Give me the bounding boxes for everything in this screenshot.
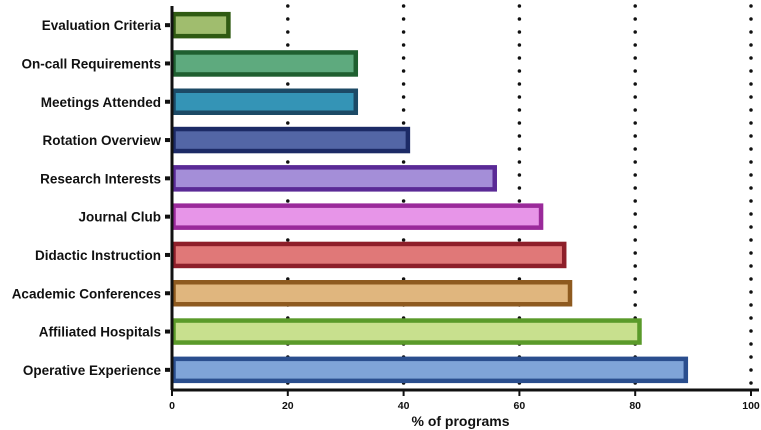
bar-journal-club: [171, 203, 544, 230]
x-tick-label: 40: [398, 400, 410, 412]
bar-rotation-overview: [171, 126, 411, 154]
category-label: Rotation Overview: [42, 133, 161, 148]
y-tick-mark: [165, 99, 170, 104]
bar-evaluation-criteria: [171, 11, 231, 39]
bar-on-call-requirements: [171, 50, 359, 77]
category-label: Journal Club: [78, 210, 161, 225]
y-tick-mark: [165, 329, 170, 334]
bar-didactic-instruction: [171, 241, 567, 269]
y-tick-mark: [165, 23, 170, 28]
x-tick-label: 60: [514, 400, 526, 412]
category-label: On-call Requirements: [21, 56, 161, 71]
x-tick-label: 0: [169, 400, 175, 412]
category-labels: Evaluation Criteria On-call Requirements M…: [12, 18, 170, 378]
y-tick-mark: [165, 252, 170, 257]
x-tick-label: 80: [629, 400, 641, 412]
category-label: Operative Experience: [23, 363, 162, 378]
category-label: Didactic Instruction: [35, 248, 161, 263]
x-axis-ticks: 0 20 40 60 80 100: [169, 390, 760, 412]
bar-operative-experience: [171, 356, 689, 384]
bars-group: [171, 11, 689, 384]
y-tick-mark: [165, 214, 170, 219]
bar-affiliated-hospitals: [171, 318, 642, 345]
category-label: Meetings Attended: [41, 95, 161, 110]
y-tick-mark: [165, 291, 170, 296]
y-tick-mark: [165, 138, 170, 143]
x-axis-title: % of programs: [411, 413, 509, 429]
bar-academic-conferences: [171, 280, 573, 307]
y-tick-mark: [165, 176, 170, 181]
y-tick-mark: [165, 367, 170, 372]
category-label: Research Interests: [40, 171, 161, 186]
category-label: Academic Conferences: [12, 286, 161, 301]
x-tick-label: 100: [742, 400, 760, 412]
x-tick-label: 20: [282, 400, 294, 412]
bar-research-interests: [171, 165, 497, 192]
category-label: Evaluation Criteria: [42, 18, 162, 33]
category-label: Affiliated Hospitals: [39, 325, 161, 340]
y-tick-mark: [165, 61, 170, 66]
bar-meetings-attended: [171, 88, 359, 115]
